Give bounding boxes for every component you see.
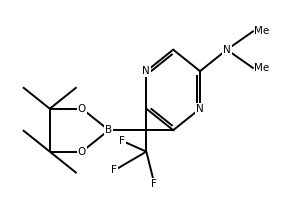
Text: O: O bbox=[78, 104, 86, 114]
Text: N: N bbox=[142, 66, 150, 76]
Text: F: F bbox=[119, 136, 125, 146]
Text: N: N bbox=[223, 45, 231, 55]
Text: Me: Me bbox=[254, 26, 269, 36]
Text: F: F bbox=[111, 165, 117, 175]
Text: N: N bbox=[196, 104, 204, 114]
Text: Me: Me bbox=[254, 63, 269, 73]
Text: O: O bbox=[78, 147, 86, 157]
Text: F: F bbox=[151, 179, 157, 189]
Text: B: B bbox=[105, 125, 112, 135]
